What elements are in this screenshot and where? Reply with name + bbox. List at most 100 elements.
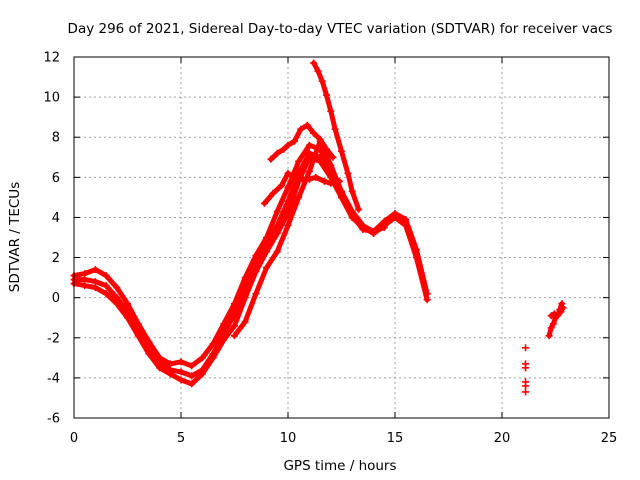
- data-point: [231, 322, 238, 330]
- data-point: [305, 149, 313, 157]
- data-point: [320, 177, 328, 185]
- data-point: [402, 221, 410, 229]
- data-point: [316, 135, 324, 143]
- data-point: [113, 284, 121, 292]
- plot-frame: [73, 56, 610, 419]
- data-points: [70, 59, 567, 396]
- data-point: [241, 274, 249, 282]
- data-point: [423, 296, 431, 304]
- x-tick-label: 20: [494, 431, 511, 446]
- axis-ticks: 0 5 10 15 20 25 -6 -4 -2 0 2 4 6 8 10 12: [43, 51, 617, 447]
- data-point: [359, 221, 367, 229]
- data-point: [316, 153, 324, 161]
- data-point: [297, 125, 305, 133]
- data-point: [124, 308, 131, 316]
- data-point: [81, 282, 89, 290]
- data-point: [263, 242, 271, 250]
- x-tick-label: 10: [280, 431, 297, 446]
- data-point: [166, 366, 174, 374]
- data-point: [310, 129, 318, 137]
- data-point: [338, 187, 345, 195]
- data-point: [331, 125, 339, 133]
- data-point: [348, 187, 356, 195]
- data-point: [284, 221, 292, 229]
- data-point: [166, 360, 174, 368]
- data-point: [241, 286, 249, 294]
- data-point: [522, 364, 530, 372]
- data-point: [241, 318, 249, 326]
- data-point: [252, 290, 260, 298]
- data-point: [327, 179, 335, 187]
- data-point: [547, 324, 555, 332]
- data-point: [299, 175, 307, 183]
- chart-title: Day 296 of 2021, Sidereal Day-to-day VTE…: [68, 21, 613, 37]
- data-point: [314, 67, 322, 75]
- data-point: [145, 344, 153, 352]
- data-point: [220, 330, 228, 338]
- series-track-g: [310, 59, 363, 213]
- y-tick-label: 2: [52, 251, 60, 266]
- data-point: [81, 270, 89, 278]
- data-point: [252, 262, 260, 270]
- data-point: [391, 213, 399, 221]
- data-point: [522, 344, 530, 352]
- data-point: [327, 161, 335, 169]
- data-point: [344, 169, 352, 177]
- data-point: [81, 276, 89, 284]
- x-tick-label: 5: [177, 431, 185, 446]
- data-point: [284, 183, 292, 191]
- data-point: [188, 362, 196, 370]
- data-point: [305, 167, 313, 175]
- y-tick-label: 12: [43, 51, 60, 66]
- data-point: [231, 332, 238, 340]
- data-point: [156, 364, 164, 372]
- data-point: [318, 77, 326, 85]
- data-point: [209, 350, 217, 358]
- data-point: [102, 272, 110, 280]
- data-point: [273, 207, 281, 215]
- data-point: [177, 376, 185, 384]
- data-point: [198, 354, 206, 362]
- data-point: [295, 169, 303, 177]
- data-point: [557, 308, 565, 316]
- data-point: [412, 254, 420, 262]
- data-point: [554, 312, 562, 320]
- grid-lines: [74, 57, 609, 418]
- data-point: [91, 278, 99, 286]
- data-point: [522, 388, 530, 396]
- data-point: [348, 207, 356, 215]
- data-point: [295, 157, 303, 165]
- data-point: [280, 145, 288, 153]
- data-point: [198, 366, 206, 374]
- y-tick-label: 8: [52, 131, 60, 146]
- data-point: [290, 173, 298, 181]
- data-point: [113, 294, 121, 302]
- data-point: [177, 358, 185, 366]
- data-point: [102, 282, 110, 290]
- data-point: [260, 199, 268, 207]
- data-point: [323, 145, 331, 153]
- x-tick-label: 0: [70, 431, 78, 446]
- data-point: [522, 382, 530, 390]
- data-point: [177, 368, 185, 376]
- data-point: [559, 304, 567, 312]
- data-point: [267, 155, 275, 163]
- data-point: [231, 310, 238, 318]
- data-point: [220, 320, 228, 328]
- data-point: [263, 264, 271, 272]
- x-axis-label: GPS time / hours: [283, 458, 396, 474]
- series-track-j: [547, 304, 567, 320]
- x-tick-label: 25: [601, 431, 618, 446]
- data-point: [402, 215, 410, 223]
- data-point: [323, 91, 331, 99]
- data-point: [273, 221, 281, 229]
- y-tick-label: -2: [47, 331, 60, 346]
- y-tick-label: 6: [52, 171, 60, 186]
- series-track-h: [522, 344, 530, 396]
- data-point: [303, 121, 311, 129]
- y-tick-label: 0: [52, 291, 60, 306]
- data-point: [290, 137, 298, 145]
- data-point: [329, 153, 337, 161]
- data-point: [284, 141, 292, 149]
